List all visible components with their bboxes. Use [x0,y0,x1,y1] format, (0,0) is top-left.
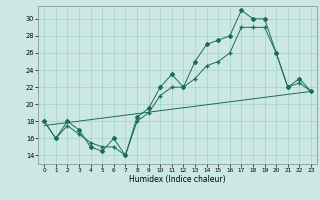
X-axis label: Humidex (Indice chaleur): Humidex (Indice chaleur) [129,175,226,184]
